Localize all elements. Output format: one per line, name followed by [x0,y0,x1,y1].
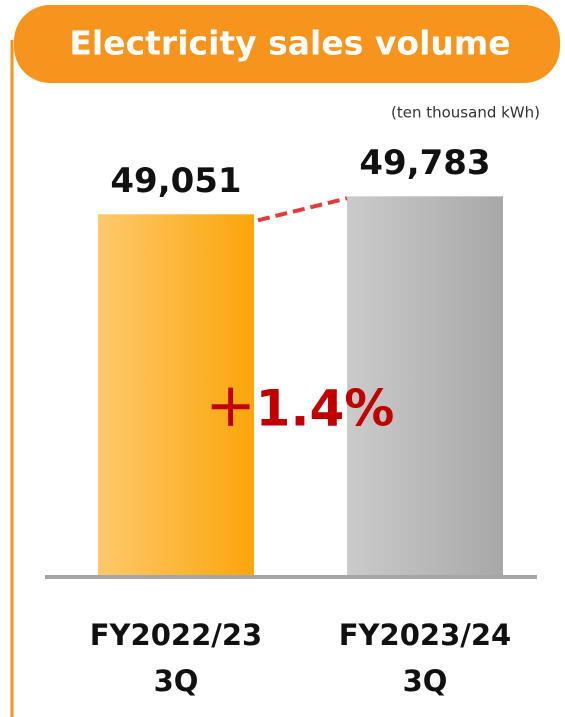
bar [98,214,254,577]
value-label: 49,051 [110,161,241,201]
unit-label: (ten thousand kWh) [391,104,540,122]
x-tick-label: FY2023/24 [339,618,511,652]
annotation: ＋1.4% [206,380,395,438]
value-label: 49,783 [359,143,490,183]
title-pill [14,5,560,83]
x-tick-label: 3Q [154,664,199,698]
chart-title: Electricity sales volume [69,24,510,63]
bar [347,196,503,577]
x-tick-label: 3Q [403,664,448,698]
x-tick-label: FY2022/23 [90,618,262,652]
connector [257,196,348,223]
